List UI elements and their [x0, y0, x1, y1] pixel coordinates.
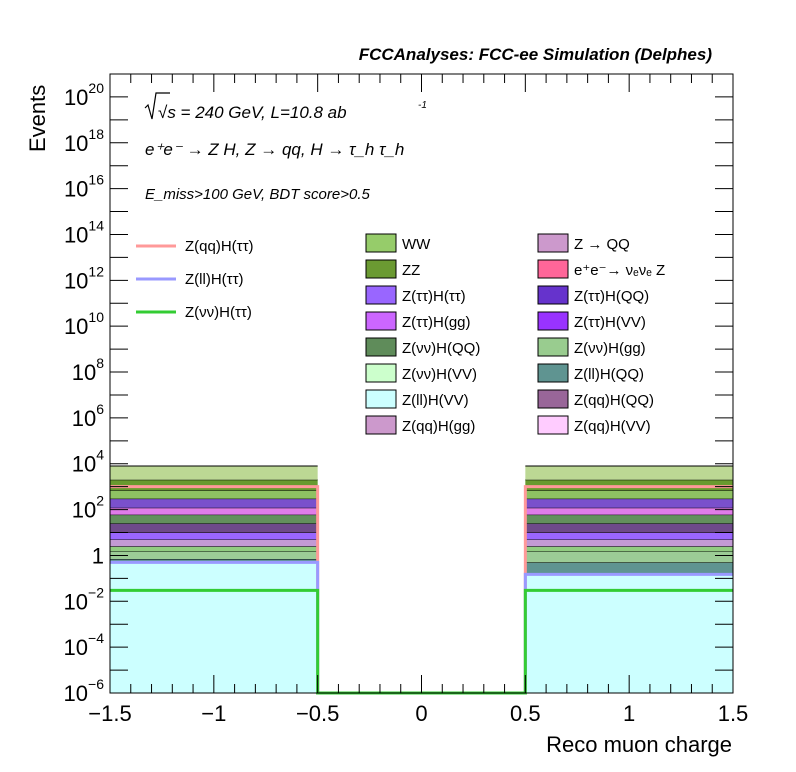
x-tick-label: −1.5: [88, 701, 131, 726]
y-tick-label: 106: [72, 401, 104, 431]
chart-title: FCCAnalyses: FCC-ee Simulation (Delphes): [359, 45, 713, 64]
stack-segment-bin0-6: [110, 523, 318, 533]
stack-segment-bin1-9: [525, 498, 733, 508]
x-axis-ticks: −1.5 −1 −0.5 0 0.5 1 1.5: [88, 74, 748, 726]
legend-swatch-4: [365, 285, 397, 305]
stack-segment-bin0-5: [110, 532, 318, 540]
y-tick-label: 1: [92, 543, 104, 568]
process-label: e⁺e⁻ → Z H, Z → qq, H → τ_h τ_h: [145, 140, 404, 159]
legend-label: Z(νν)H(ττ): [185, 304, 252, 321]
x-axis-label: Reco muon charge: [546, 732, 732, 757]
stack-segment-bin1-12: [525, 465, 733, 480]
legend: Z(qq)H(ττ) Z(ll)H(ττ) Z(νν)H(ττ) WW Z → QQ ZZ…: [136, 233, 665, 435]
legend-swatch-8: [365, 337, 397, 357]
y-tick-label: 108: [72, 355, 104, 385]
y-tick-label: 10−4: [64, 630, 105, 660]
stack-segment-bin1-6: [525, 523, 733, 533]
legend-label: Z(ττ)H(gg): [402, 314, 471, 331]
legend-label: Z(qq)H(ττ): [185, 238, 254, 255]
legend-label: Z(qq)H(QQ): [574, 392, 654, 409]
stack-segment-bin1-0: [525, 574, 733, 693]
legend-swatch-15: [537, 415, 569, 435]
stack-segment-bin1-1: [525, 562, 733, 575]
stack-segment-bin1-3: [525, 546, 733, 552]
energy-label: √s = 240 GeV, L=10.8 ab: [158, 103, 347, 122]
legend-label: Z(νν)H(gg): [574, 340, 646, 357]
stack-segment-bin0-12: [110, 465, 318, 480]
legend-label: Z(ττ)H(VV): [574, 314, 646, 331]
legend-label: Z(ll)H(VV): [402, 392, 469, 409]
legend-label: Z(qq)H(gg): [402, 418, 475, 435]
legend-swatch-14: [365, 415, 397, 435]
legend-label: Z(qq)H(VV): [574, 418, 651, 435]
legend-label: Z → QQ: [574, 236, 630, 253]
legend-label: Z(ττ)H(QQ): [574, 288, 649, 305]
stack-segment-bin0-7: [110, 514, 318, 524]
stack-segment-bin1-7: [525, 514, 733, 524]
legend-label: Z(νν)H(VV): [402, 366, 477, 383]
y-tick-label: 102: [72, 493, 104, 523]
y-tick-label: 104: [72, 447, 104, 477]
legend-swatch-7: [537, 311, 569, 331]
y-tick-label: 10−2: [64, 584, 105, 614]
legend-label: ZZ: [402, 262, 420, 279]
stack-segment-bin0-0: [110, 562, 318, 693]
x-tick-label: −0.5: [296, 701, 339, 726]
stack-segment-bin1-11: [525, 479, 733, 491]
x-tick-label: 1: [623, 701, 635, 726]
legend-swatch-11: [537, 363, 569, 383]
annotation-energy: √s = 240 GeV, L=10.8 ab -1: [144, 92, 427, 122]
legend-swatch-9: [537, 337, 569, 357]
legend-swatch-3: [537, 259, 569, 279]
y-tick-label: 1020: [64, 80, 104, 110]
legend-swatch-2: [365, 259, 397, 279]
legend-label: Z(ττ)H(ττ): [402, 288, 466, 305]
stack-segment-bin0-4: [110, 539, 318, 547]
legend-swatch-1: [537, 233, 569, 253]
legend-swatch-6: [365, 311, 397, 331]
legend-label: Z(ll)H(ττ): [185, 271, 244, 288]
y-tick-label: 1014: [64, 217, 104, 247]
y-axis-label: Events: [25, 85, 50, 152]
stack-segment-bin1-2: [525, 551, 733, 563]
stack-segment-bin0-9: [110, 498, 318, 508]
energy-label-exponent: -1: [418, 100, 427, 111]
x-tick-label: −1: [201, 701, 226, 726]
stack-segment-bin0-8: [110, 507, 318, 515]
legend-swatch-12: [365, 389, 397, 409]
y-tick-label: 1016: [64, 172, 104, 202]
x-tick-label: 1.5: [718, 701, 749, 726]
legend-swatch-0: [365, 233, 397, 253]
stack-segment-bin0-2: [110, 551, 318, 559]
legend-swatch-13: [537, 389, 569, 409]
y-tick-label: 1018: [64, 126, 104, 156]
legend-swatch-10: [365, 363, 397, 383]
stack-segment-bin1-10: [525, 490, 733, 499]
sqrt-symbol: [144, 92, 170, 120]
y-tick-label: 10−6: [64, 676, 105, 706]
y-axis-ticks: 10−6 10−4 10−2 1 102 104 106 108 1010 1012 1014 101…: [64, 80, 733, 706]
legend-swatch-5: [537, 285, 569, 305]
x-tick-label: 0.5: [510, 701, 541, 726]
y-tick-label: 1012: [64, 263, 104, 293]
stack-segment-bin0-3: [110, 546, 318, 552]
legend-label: Z(νν)H(QQ): [402, 340, 480, 357]
stack-segment-bin0-10: [110, 490, 318, 499]
y-tick-label: 1010: [64, 309, 104, 339]
stack-segment-bin1-4: [525, 539, 733, 547]
stack-segment-bin0-1: [110, 558, 318, 563]
stack-segment-bin1-5: [525, 532, 733, 540]
legend-label: Z(ll)H(QQ): [574, 366, 644, 383]
cut-label: E_miss>100 GeV, BDT score>0.5: [145, 186, 370, 203]
legend-label: e⁺e⁻→ νₑνₑ Z: [574, 262, 665, 279]
plot-area: [110, 465, 733, 695]
x-tick-label: 0: [415, 701, 427, 726]
legend-label: WW: [402, 236, 431, 253]
stack-segment-bin0-11: [110, 479, 318, 491]
stack-segment-bin1-8: [525, 507, 733, 515]
